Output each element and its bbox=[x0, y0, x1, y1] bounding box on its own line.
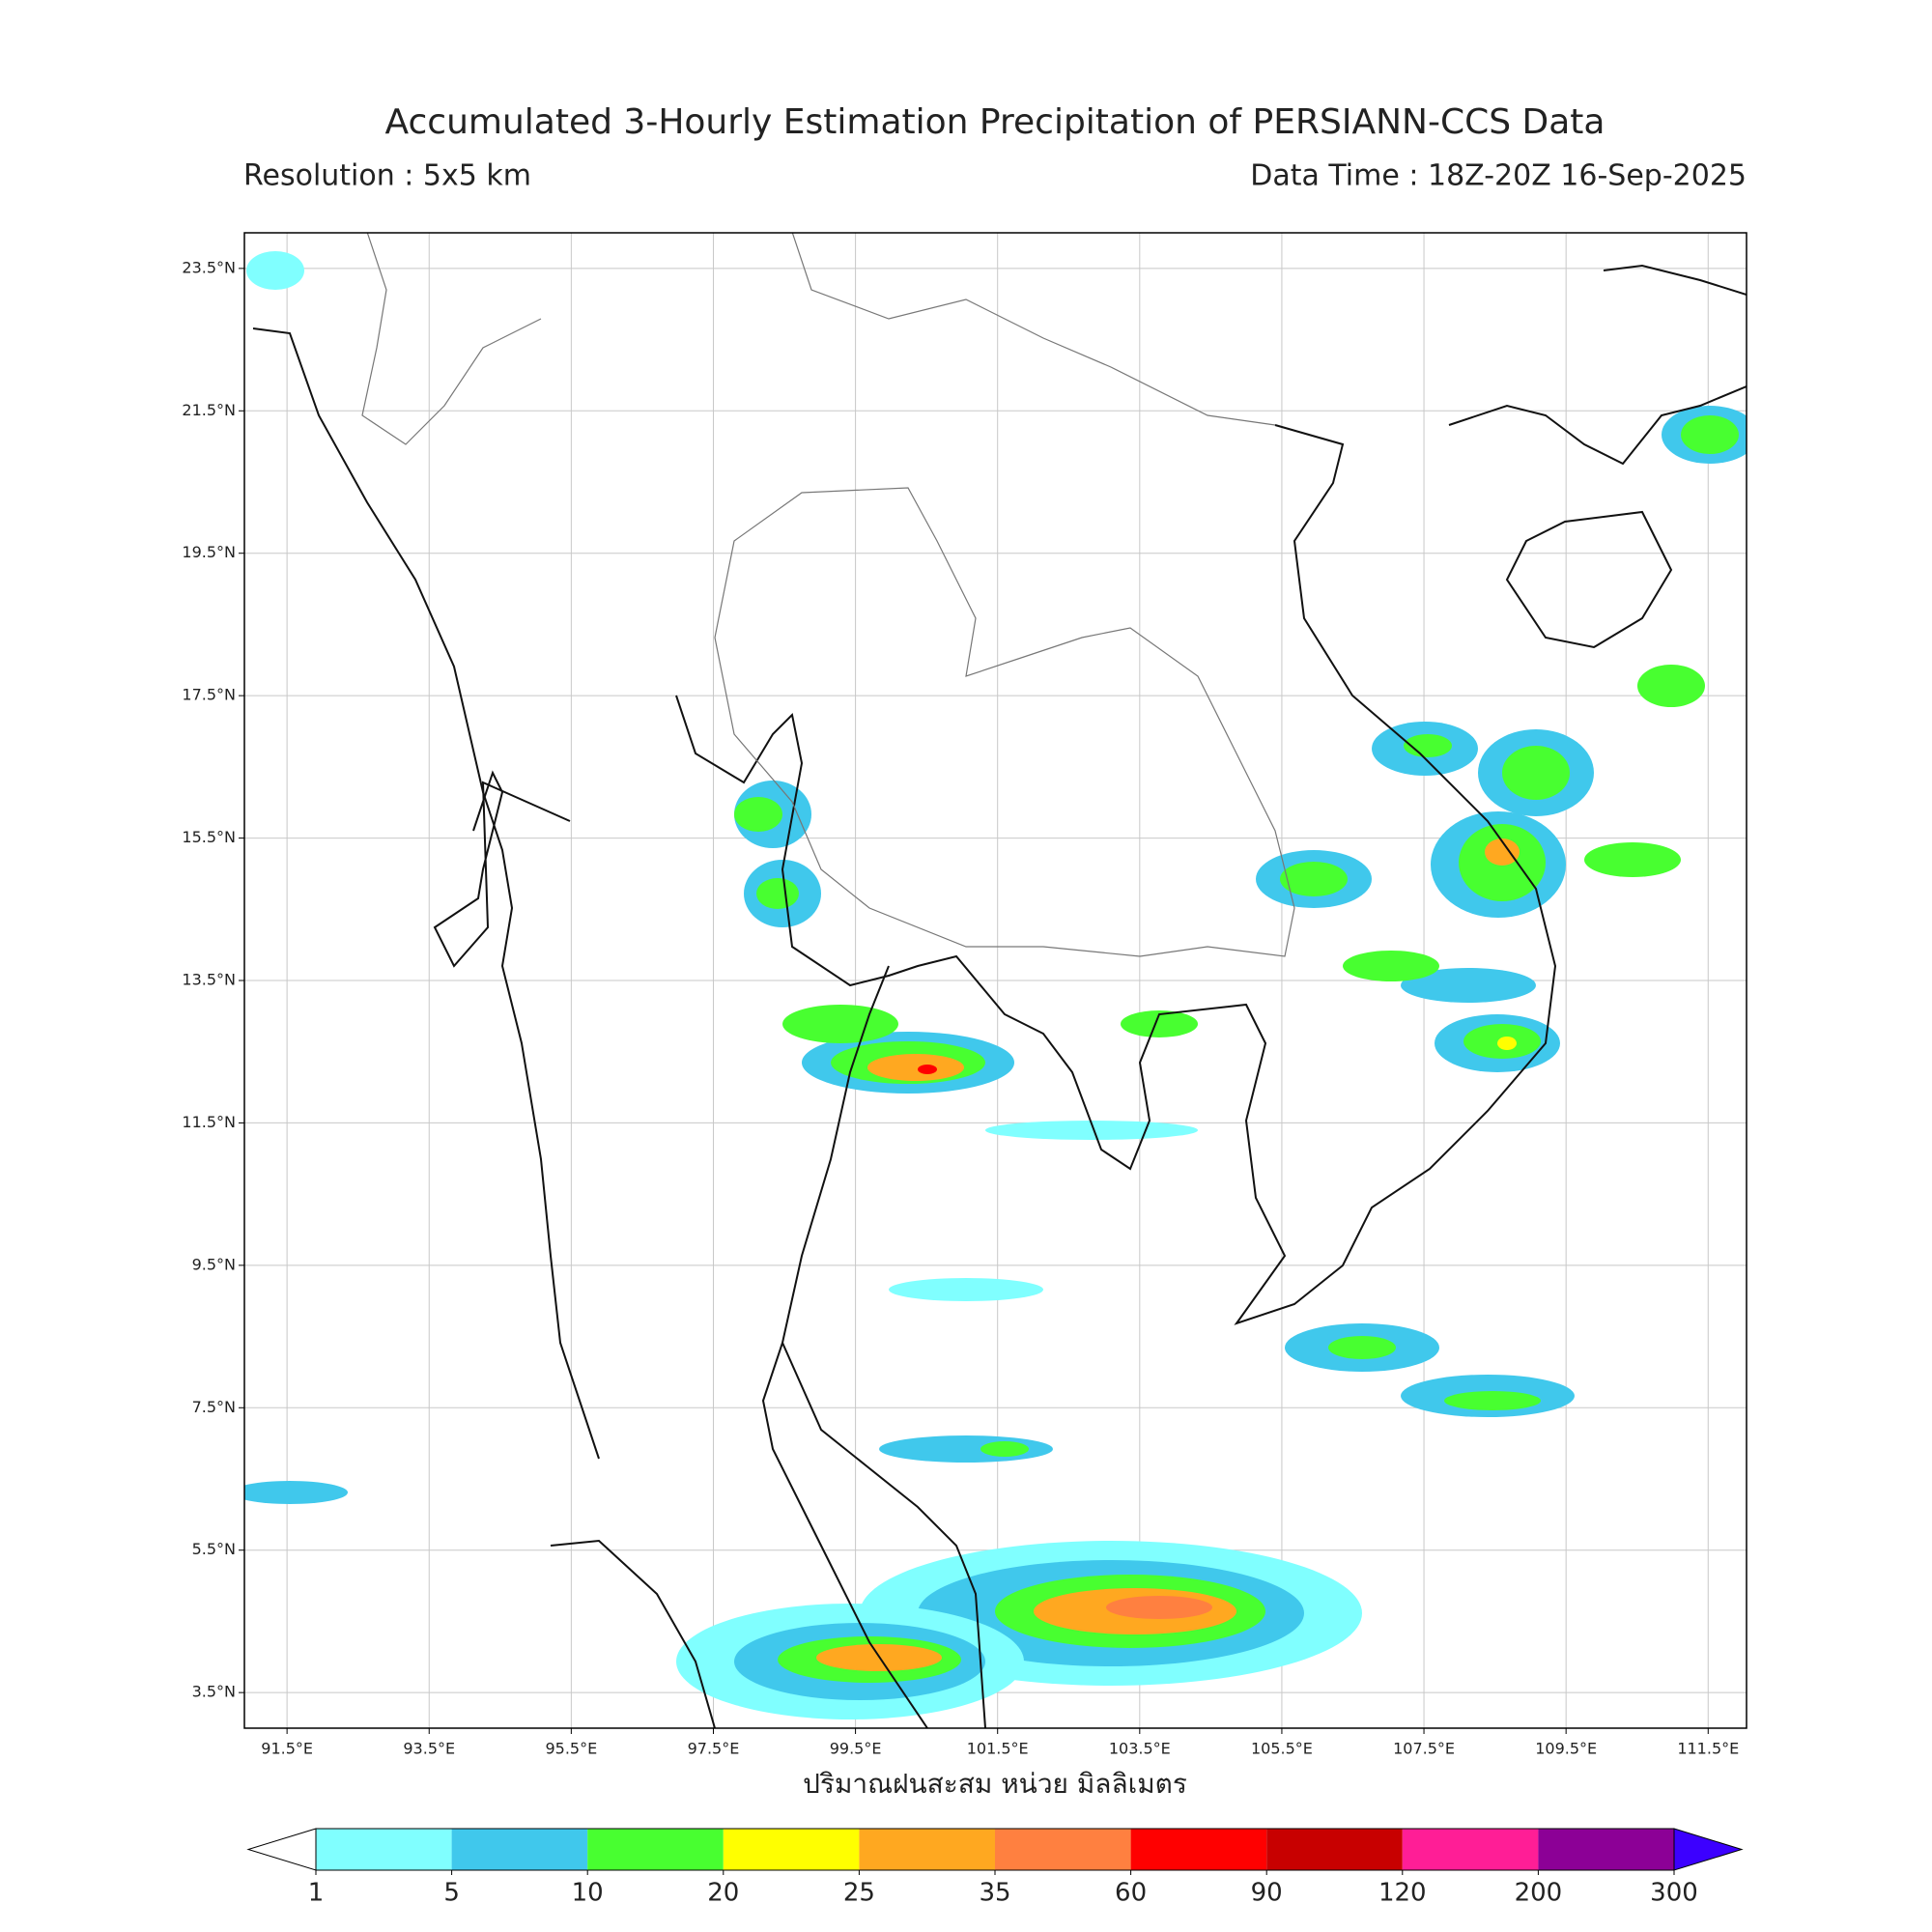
x-tick-label: 109.5°E bbox=[1535, 1740, 1597, 1758]
rain-area bbox=[1328, 1336, 1396, 1359]
x-tick-label: 99.5°E bbox=[830, 1740, 882, 1758]
y-tick-label: 13.5°N bbox=[182, 971, 236, 989]
rain-area bbox=[1404, 734, 1452, 757]
colorbar-label: 10 bbox=[572, 1879, 604, 1908]
coastline bbox=[675, 424, 1557, 1325]
ticks: 91.5°E 93.5°E 95.5°E 97.5°E 99.5°E 101.5°E 103… bbox=[182, 258, 1739, 1757]
y-tick-label: 19.5°N bbox=[182, 543, 236, 561]
colorbar-segment bbox=[451, 1829, 588, 1870]
rain-area bbox=[1637, 665, 1705, 707]
coastline bbox=[1505, 510, 1673, 649]
x-tick-label: 95.5°E bbox=[545, 1740, 597, 1758]
rain-area bbox=[867, 1054, 964, 1081]
rain-area bbox=[918, 1065, 937, 1074]
x-tick-label: 107.5°E bbox=[1393, 1740, 1455, 1758]
coastline bbox=[550, 1539, 716, 1728]
colorbar-over bbox=[1673, 1828, 1744, 1871]
coastline bbox=[1448, 385, 1747, 466]
colorbar-segment bbox=[1538, 1829, 1674, 1870]
rain-area bbox=[1485, 838, 1520, 866]
resolution: Resolution : 5x5 km bbox=[243, 159, 531, 193]
coastline bbox=[761, 1342, 928, 1728]
rain-area bbox=[1584, 842, 1681, 877]
x-tick-label: 101.5°E bbox=[967, 1740, 1029, 1758]
y-tick-label: 5.5°N bbox=[192, 1540, 236, 1558]
rain-area bbox=[734, 797, 782, 832]
x-tick-label: 91.5°E bbox=[261, 1740, 313, 1758]
x-tick-label: 105.5°E bbox=[1251, 1740, 1313, 1758]
rain-area bbox=[980, 1441, 1029, 1457]
colorbar-segment bbox=[587, 1829, 724, 1870]
coastline bbox=[1603, 264, 1747, 296]
rain-area bbox=[1401, 968, 1536, 1003]
rain-area bbox=[1280, 862, 1348, 896]
colorbar-label: 60 bbox=[1115, 1879, 1147, 1908]
x-label: ปริมาณฝนสะสม หน่วย มิลลิเมตร bbox=[803, 1768, 1187, 1800]
y-tick-label: 15.5°N bbox=[182, 828, 236, 846]
colorbar-segment bbox=[1266, 1829, 1403, 1870]
x-tick-label: 93.5°E bbox=[403, 1740, 455, 1758]
colorbar: 1 5 10 20 25 35 60 90 120 200 300 bbox=[246, 1828, 1744, 1908]
colorbar-segment bbox=[995, 1829, 1131, 1870]
rain-area bbox=[1502, 746, 1570, 800]
colorbar-label: 120 bbox=[1378, 1879, 1427, 1908]
title: Accumulated 3-Hourly Estimation Precipit… bbox=[385, 102, 1605, 142]
colorbar-segment bbox=[316, 1829, 452, 1870]
data-time: Data Time : 18Z-20Z 16-Sep-2025 bbox=[1250, 159, 1747, 193]
colorbar-segment bbox=[859, 1829, 995, 1870]
colorbar-label: 1 bbox=[308, 1879, 325, 1908]
colorbar-label: 90 bbox=[1251, 1879, 1283, 1908]
colorbar-label: 5 bbox=[443, 1879, 460, 1908]
y-tick-label: 11.5°N bbox=[182, 1113, 236, 1131]
x-tick-label: 97.5°E bbox=[688, 1740, 740, 1758]
coastline bbox=[252, 327, 600, 1460]
colorbar-label: 20 bbox=[707, 1879, 739, 1908]
colorbar-segment bbox=[723, 1829, 860, 1870]
precipitation bbox=[244, 251, 1747, 1719]
colorbar-label: 200 bbox=[1515, 1879, 1563, 1908]
y-tick-label: 17.5°N bbox=[182, 686, 236, 704]
colorbar-segment bbox=[1130, 1829, 1267, 1870]
y-tick-label: 21.5°N bbox=[182, 401, 236, 419]
colorbar-segment bbox=[1402, 1829, 1539, 1870]
grid bbox=[244, 233, 1747, 1728]
rain-area bbox=[782, 1005, 898, 1043]
coastline bbox=[781, 965, 986, 1728]
colorbar-label: 35 bbox=[979, 1879, 1010, 1908]
y-tick-label: 7.5°N bbox=[192, 1398, 236, 1416]
y-tick-label: 9.5°N bbox=[192, 1255, 236, 1273]
rain-area bbox=[1681, 415, 1739, 454]
colorbar-label: 300 bbox=[1650, 1879, 1698, 1908]
rain-area bbox=[1106, 1596, 1212, 1619]
coastlines bbox=[252, 233, 1747, 1728]
rain-area bbox=[244, 1481, 348, 1504]
rain-area bbox=[1121, 1010, 1198, 1037]
rain-area bbox=[246, 251, 304, 290]
thailand-border bbox=[714, 487, 1295, 957]
border bbox=[791, 233, 1276, 426]
x-tick-label: 103.5°E bbox=[1109, 1740, 1171, 1758]
rain-area bbox=[1444, 1391, 1541, 1410]
border bbox=[361, 233, 542, 445]
y-tick-label: 23.5°N bbox=[182, 258, 236, 276]
coastline bbox=[433, 770, 571, 968]
colorbar-under bbox=[246, 1828, 317, 1871]
y-tick-label: 3.5°N bbox=[192, 1683, 236, 1701]
x-tick-label: 111.5°E bbox=[1677, 1740, 1739, 1758]
rain-area bbox=[1343, 951, 1439, 981]
rain-area bbox=[889, 1278, 1043, 1301]
rain-area bbox=[1497, 1037, 1517, 1050]
colorbar-label: 25 bbox=[843, 1879, 875, 1908]
rain-area bbox=[756, 878, 799, 909]
